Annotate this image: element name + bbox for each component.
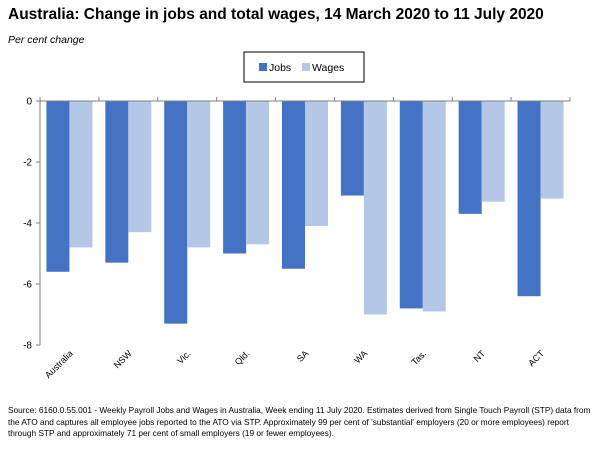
legend-label-wages: Wages [312,62,344,74]
bar-jobs-wa [340,101,364,196]
bar-jobs-vic [164,101,188,324]
bar-chart: Jobs Wages 0 -2 -4 -6 -8 Australia NSW Vic. Qld.… [23,51,571,380]
chart-legend: Jobs Wages [243,51,365,83]
y-tick-label: -6 [23,280,32,291]
x-tick-label: SA [295,348,311,364]
chart-title: Australia: Change in jobs and total wage… [8,6,544,23]
y-tick-label: -4 [23,219,32,230]
bars-group [46,101,564,324]
x-tick-label: Australia [43,348,75,380]
bar-jobs-qld [223,101,247,254]
source-note: Source: 6160.0.55.001 - Weekly Payroll J… [8,405,591,438]
x-tick-label: ACT [526,348,546,368]
bar-wages-sa [305,101,328,227]
legend-label-jobs: Jobs [269,62,291,74]
y-tick-label: -8 [23,341,32,352]
y-tick-label: 0 [26,97,32,108]
bar-wages-act [540,101,564,199]
bar-wages-vic [187,101,211,248]
legend-swatch-jobs [259,63,267,71]
chart-subtitle: Per cent change [8,34,85,46]
bar-jobs-australia [46,101,70,272]
x-tick-label: WA [352,348,369,365]
x-tick-label: Tas. [409,348,428,367]
x-tick-label: NSW [112,348,134,370]
bar-wages-wa [363,101,387,315]
bar-wages-nt [481,101,505,202]
legend-swatch-wages [302,63,310,71]
bar-wages-tas [422,101,446,312]
bar-jobs-sa [282,101,305,269]
bar-wages-qld [246,101,270,245]
x-tick-label: NT [472,348,488,364]
bar-jobs-nt [458,101,482,214]
bar-jobs-act [517,101,541,297]
x-tick-label: Qld. [233,348,252,367]
y-tick-label: -2 [23,158,32,169]
bar-jobs-tas [399,101,423,309]
x-tick-label: Vic. [175,348,193,366]
bar-jobs-nsw [105,101,129,263]
bar-wages-nsw [128,101,152,233]
bar-wages-australia [69,101,93,248]
